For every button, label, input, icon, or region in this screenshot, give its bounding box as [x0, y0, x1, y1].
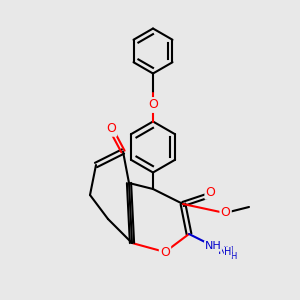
Text: NH: NH: [218, 245, 234, 256]
Text: O: O: [148, 98, 158, 112]
Text: NH: NH: [205, 241, 221, 251]
Text: O: O: [221, 206, 230, 220]
Text: O: O: [106, 122, 116, 136]
Text: H: H: [230, 252, 237, 261]
Text: O: O: [160, 245, 170, 259]
Text: O: O: [206, 185, 215, 199]
Text: O: O: [148, 98, 158, 112]
Text: H: H: [224, 247, 232, 257]
